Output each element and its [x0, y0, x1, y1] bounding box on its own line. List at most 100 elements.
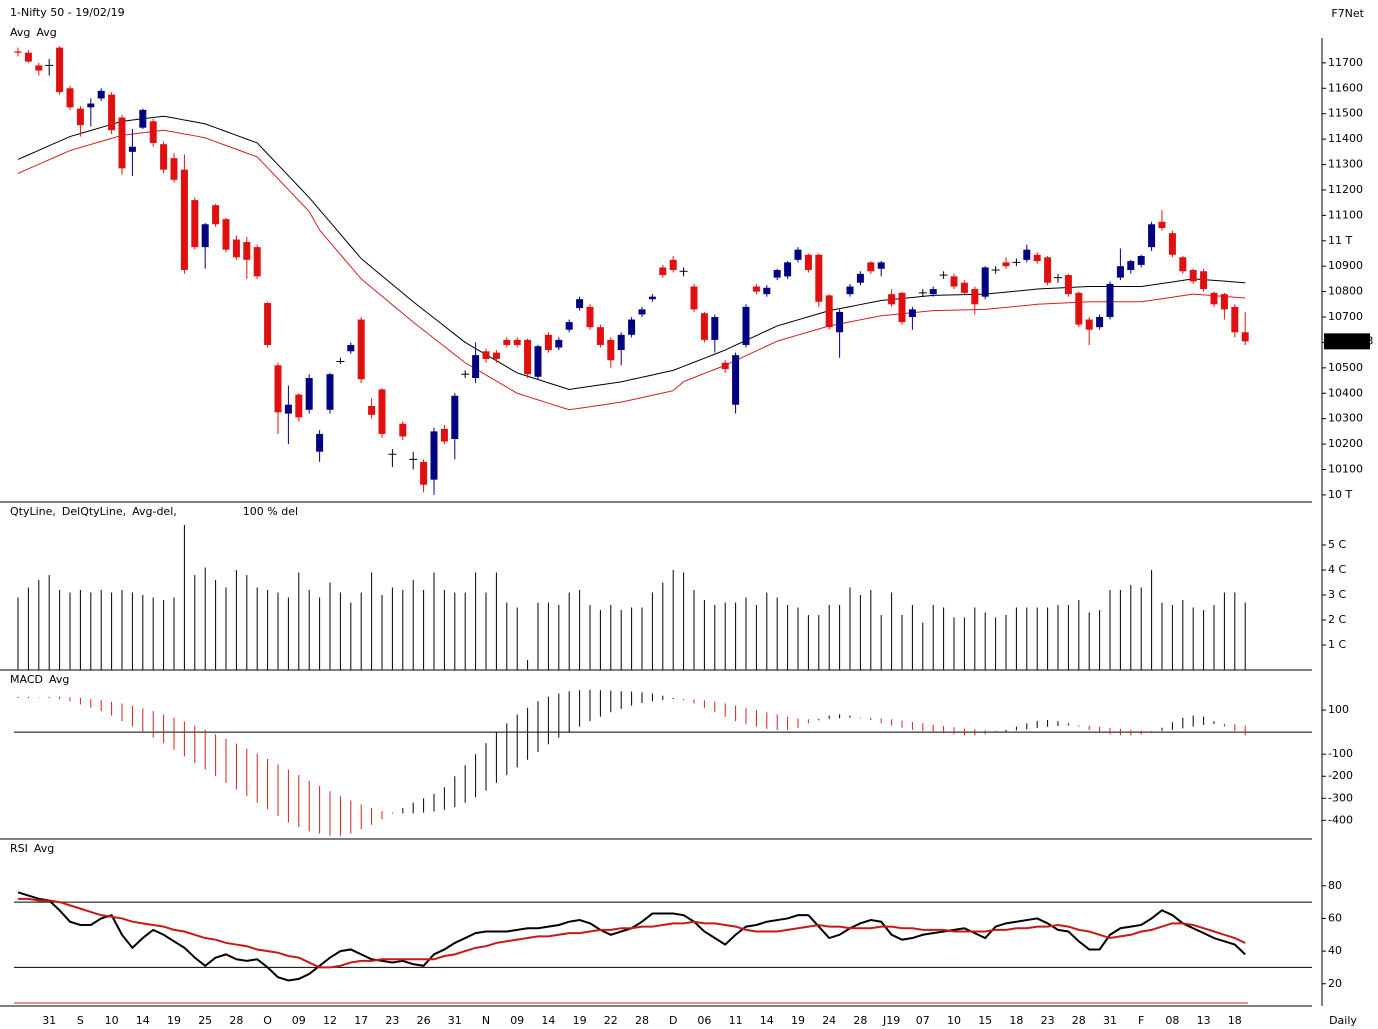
x-tick-label: 31 [42, 1014, 56, 1027]
y-tick-label: -300 [1328, 791, 1353, 804]
y-tick-label: 2 C [1328, 613, 1346, 626]
y-tick-label: 10300 [1328, 412, 1363, 425]
x-tick-label: 10 [105, 1014, 119, 1027]
y-tick-label: 10 T [1328, 488, 1352, 501]
candle-body [1002, 262, 1010, 267]
y-tick-label: 11 T [1328, 234, 1352, 247]
candle-body [295, 394, 303, 418]
candle-body [690, 286, 698, 310]
legend-label: Avg [49, 673, 69, 686]
candle-body [1200, 271, 1208, 290]
legend-label: Avg [34, 842, 54, 855]
candle-body [576, 299, 584, 309]
y-tick-label: 11500 [1328, 107, 1363, 120]
candle-body [440, 428, 448, 442]
candle-body [14, 51, 22, 53]
candle-body [711, 317, 719, 340]
y-tick-label: 10100 [1328, 463, 1363, 476]
x-tick-label: F [1138, 1014, 1144, 1027]
candle-body [264, 303, 272, 345]
candle-body [888, 294, 896, 305]
candle-body [139, 109, 147, 128]
x-tick-label: 23 [385, 1014, 399, 1027]
candle-body [1116, 266, 1124, 278]
x-tick-label: 31 [448, 1014, 462, 1027]
candle-body [752, 286, 760, 292]
candle-body [149, 121, 157, 143]
candle-body [492, 352, 500, 359]
candle-body [586, 306, 594, 328]
y-tick-label: 11300 [1328, 158, 1363, 171]
candle-body [732, 355, 740, 405]
x-tick-label: 31 [1103, 1014, 1117, 1027]
x-tick-label: J19 [882, 1014, 900, 1027]
x-tick-label: 19 [167, 1014, 181, 1027]
y-tick-label: 10800 [1328, 285, 1363, 298]
y-tick-label: 11700 [1328, 56, 1363, 69]
candle-body [76, 108, 84, 126]
candle-body [305, 378, 313, 410]
candle-body [628, 319, 636, 335]
x-tick-label: 11 [729, 1014, 743, 1027]
x-tick-label: 18 [1228, 1014, 1242, 1027]
legend-label: QtyLine, [10, 505, 56, 518]
candle-body [555, 339, 563, 348]
candle-body [201, 224, 209, 248]
candle-body [836, 311, 844, 333]
candle-body [659, 267, 667, 276]
candle-body [742, 306, 750, 345]
legend-label: RSI [10, 842, 28, 855]
x-tick-label: 12 [323, 1014, 337, 1027]
x-tick-label: 26 [417, 1014, 431, 1027]
source: F7Net [1331, 7, 1364, 20]
x-tick-label: 28 [229, 1014, 243, 1027]
candle-body [1064, 275, 1072, 295]
x-tick-label: 28 [1072, 1014, 1086, 1027]
candle-body [794, 249, 802, 260]
candle-body [368, 405, 376, 415]
candle-body [212, 205, 220, 225]
y-tick-label: 20 [1328, 977, 1342, 990]
candle-body [534, 346, 542, 377]
candle-body [87, 103, 95, 108]
candle-body [191, 200, 199, 248]
y-tick-label: 11400 [1328, 132, 1363, 145]
candle-body [513, 339, 521, 345]
candle-body [544, 334, 552, 351]
legend-label: 100 % del [243, 505, 298, 518]
candle-body [617, 334, 625, 351]
last-price-box [1324, 333, 1370, 350]
candle-body [1033, 254, 1041, 262]
x-tick-label: 23 [1041, 1014, 1055, 1027]
candle-body [804, 254, 812, 270]
candle-body [638, 309, 646, 315]
series-line [18, 897, 1246, 969]
candle-body [1158, 221, 1166, 229]
x-tick-label: N [482, 1014, 490, 1027]
candle-body [243, 242, 251, 260]
x-tick-label: 13 [1197, 1014, 1211, 1027]
x-tick-label: 14 [541, 1014, 555, 1027]
y-tick-label: 11200 [1328, 183, 1363, 196]
x-tick-label: 14 [760, 1014, 774, 1027]
candle-body [1179, 257, 1187, 272]
candle-body [700, 313, 708, 340]
candle-body [180, 169, 188, 270]
x-tick-label: 15 [978, 1014, 992, 1027]
chart-title: 1-Nifty 50 - 19/02/19 [10, 6, 125, 19]
y-tick-label: 11100 [1328, 208, 1363, 221]
candle-body [378, 389, 386, 434]
legend-label: DelQtyLine, [62, 505, 126, 518]
candle-body [721, 362, 729, 370]
candle-body [56, 47, 64, 93]
candle-body [1189, 270, 1197, 282]
x-tick-label: 08 [1165, 1014, 1179, 1027]
candle-body [648, 296, 656, 300]
y-tick-label: 60 [1328, 911, 1342, 924]
candle-body [898, 292, 906, 323]
candle-body [856, 273, 864, 283]
candle-body [1023, 249, 1031, 260]
candle-body [1137, 256, 1145, 265]
x-tick-label: 14 [136, 1014, 150, 1027]
